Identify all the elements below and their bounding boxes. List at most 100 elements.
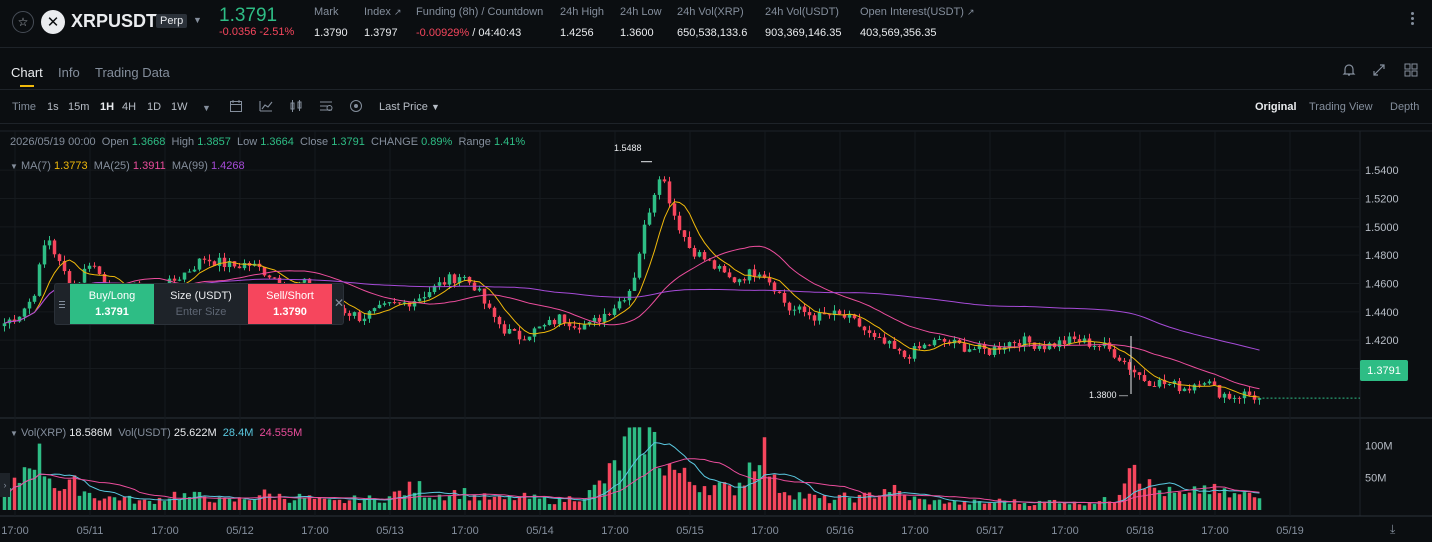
candle-body: [547, 319, 552, 325]
volume-bar: [857, 494, 862, 510]
volume-bar: [467, 500, 472, 510]
chart-canvas[interactable]: 17:00 05/11 17:00 05/12 17:00 05/13 17:00 05/14…: [0, 126, 1432, 542]
volume-bar: [222, 497, 227, 510]
volume-bar: [642, 454, 647, 510]
price-type-select[interactable]: Last Price ▼: [379, 101, 440, 113]
candle-body: [537, 326, 542, 329]
volume-bar: [992, 503, 997, 510]
volume-legend[interactable]: ▼ Vol(XRP) 18.586M Vol(USDT) 25.622M 28.…: [10, 427, 303, 439]
candle-body: [32, 295, 37, 302]
interval-15m[interactable]: 15m: [68, 101, 90, 113]
volume-bar: [132, 503, 137, 510]
candle-body: [412, 301, 417, 307]
volume-bar: [557, 497, 562, 510]
volume-bar: [942, 503, 947, 510]
vol-usdt-value: 25.622M: [173, 427, 217, 439]
candle-body: [612, 308, 617, 315]
drag-handle-icon[interactable]: [55, 284, 69, 324]
candle-body: [702, 252, 707, 260]
volume-bar: [1072, 501, 1077, 510]
candle-body: [362, 318, 367, 322]
volume-bar: [1182, 493, 1187, 510]
volume-bar: [962, 500, 967, 510]
tab-trading-data[interactable]: Trading Data: [95, 65, 170, 80]
interval-dropdown-icon[interactable]: ▼: [202, 103, 211, 113]
candle-body: [807, 312, 812, 316]
volume-bar: [327, 499, 332, 510]
volume-bar: [397, 490, 402, 510]
buy-long-button[interactable]: Buy/Long 1.3791: [70, 284, 154, 324]
volume-bar: [882, 489, 887, 510]
volume-bar: [2, 495, 7, 510]
volume-bar: [482, 493, 487, 510]
expand-icon[interactable]: [1371, 63, 1387, 79]
candle-body: [792, 309, 797, 311]
candle-body: [1237, 397, 1242, 399]
interval-1w[interactable]: 1W: [171, 101, 188, 113]
volume-bar: [1187, 492, 1192, 510]
scroll-left-icon[interactable]: ›: [0, 473, 10, 497]
interval-1h[interactable]: 1H: [100, 101, 115, 113]
target-icon[interactable]: [349, 99, 365, 115]
candle-body: [432, 285, 437, 293]
volume-bar: [1127, 468, 1132, 510]
volume-bar: [537, 498, 542, 510]
tab-chart[interactable]: Chart: [11, 65, 43, 80]
calendar-icon[interactable]: [229, 99, 245, 115]
symbol-name[interactable]: XRPUSDT: [71, 11, 158, 31]
settings-sliders-icon[interactable]: [319, 99, 335, 115]
candle-body: [347, 313, 352, 316]
candle-type-icon[interactable]: [289, 99, 305, 115]
stat-index[interactable]: Index ↗ 1.3797: [364, 6, 402, 39]
volume-bar: [817, 498, 822, 510]
volume-bar: [682, 467, 687, 510]
bell-icon[interactable]: [1341, 63, 1357, 79]
candle-body: [507, 328, 512, 334]
candle-body: [242, 262, 247, 269]
candle-body: [1212, 381, 1217, 385]
tab-info[interactable]: Info: [58, 65, 80, 80]
fit-chart-icon[interactable]: ⤓: [1390, 522, 1396, 536]
candle-body: [1112, 349, 1117, 358]
close-icon[interactable]: ✕: [334, 296, 345, 310]
volume-axis-label: 100M: [1365, 440, 1393, 452]
price-change-pct: -2.51%: [259, 26, 295, 38]
candle-body: [392, 302, 397, 304]
candle-body: [1077, 339, 1082, 343]
volume-bar: [672, 469, 677, 510]
stat-open-interest[interactable]: Open Interest(USDT) ↗ 403,569,356.35: [860, 6, 975, 39]
volume-bar: [1122, 483, 1127, 510]
interval-1d[interactable]: 1D: [147, 101, 162, 113]
volume-bar: [722, 482, 727, 510]
volume-bar: [792, 499, 797, 510]
star-icon[interactable]: ☆: [12, 11, 34, 33]
candle-body: [932, 339, 937, 346]
candle-body: [592, 317, 597, 323]
view-original[interactable]: Original: [1255, 101, 1297, 113]
view-depth[interactable]: Depth: [1390, 101, 1420, 113]
more-vertical-icon[interactable]: [1406, 12, 1418, 26]
chevron-down-icon[interactable]: ▼: [193, 15, 202, 25]
candle-body: [82, 268, 87, 283]
volume-bar: [1087, 503, 1092, 510]
volume-bar: [1212, 483, 1217, 510]
interval-1s[interactable]: 1s: [47, 101, 59, 113]
volume-bar: [647, 427, 652, 510]
volume-bar: [607, 463, 612, 510]
volume-bar: [602, 483, 607, 510]
ma-legend[interactable]: ▼ MA(7) 1.3773 MA(25) 1.3911 MA(99) 1.42…: [10, 160, 245, 172]
volume-bar: [517, 496, 522, 510]
stat-value: 403,569,356.35: [860, 27, 937, 39]
interval-4h[interactable]: 4H: [122, 101, 137, 113]
size-input[interactable]: Size (USDT) Enter Size: [170, 290, 232, 318]
volume-bar: [97, 500, 102, 510]
candle-body: [887, 340, 892, 344]
indicator-icon[interactable]: [259, 99, 275, 115]
volume-bar: [937, 499, 942, 510]
ma99-line: [4, 278, 1260, 351]
layout-grid-icon[interactable]: [1403, 63, 1419, 79]
stat-funding: Funding (8h) / Countdown -0.00929% / 04:…: [416, 6, 543, 39]
sell-short-button[interactable]: Sell/Short 1.3790: [248, 284, 332, 324]
candle-body: [1252, 395, 1257, 400]
view-trading-view[interactable]: Trading View: [1309, 101, 1373, 113]
